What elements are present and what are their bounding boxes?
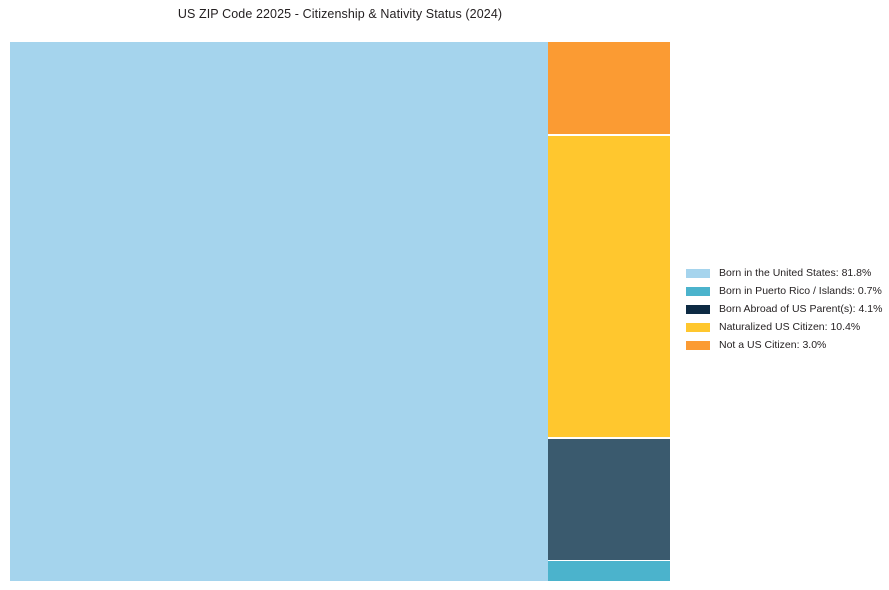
tile-born-in-puerto-rico-islands[interactable] (548, 561, 670, 581)
chart-title: US ZIP Code 22025 - Citizenship & Nativi… (177, 7, 503, 21)
legend-swatch-icon (686, 268, 710, 278)
plot-area (10, 42, 670, 581)
tile-naturalized-us-citizen[interactable] (548, 136, 670, 437)
legend-swatch-icon (686, 340, 710, 350)
legend-item-born-in-puerto-rico-islands[interactable]: Born in Puerto Rico / Islands: 0.7% (686, 282, 886, 300)
legend-item-label: Born Abroad of US Parent(s): 4.1% (719, 302, 883, 315)
legend-item-naturalized-us-citizen[interactable]: Naturalized US Citizen: 10.4% (686, 318, 886, 336)
legend-swatch-icon (686, 322, 710, 332)
tile-born-in-the-united-states[interactable] (10, 42, 548, 581)
legend-swatch-icon (686, 286, 710, 296)
legend-item-label: Naturalized US Citizen: 10.4% (719, 320, 861, 333)
tile-born-abroad-of-us-parents[interactable] (548, 439, 670, 560)
legend-swatch-icon (686, 304, 710, 314)
legend-item-label: Born in the United States: 81.8% (719, 266, 872, 279)
chart-legend: Born in the United States: 81.8% Born in… (686, 264, 886, 354)
tile-not-a-us-citizen[interactable] (548, 42, 670, 134)
legend-item-label: Born in Puerto Rico / Islands: 0.7% (719, 284, 882, 297)
legend-item-born-in-the-united-states[interactable]: Born in the United States: 81.8% (686, 264, 886, 282)
legend-item-not-a-us-citizen[interactable]: Not a US Citizen: 3.0% (686, 336, 886, 354)
legend-item-label: Not a US Citizen: 3.0% (719, 338, 827, 351)
legend-item-born-abroad-of-us-parents[interactable]: Born Abroad of US Parent(s): 4.1% (686, 300, 886, 318)
